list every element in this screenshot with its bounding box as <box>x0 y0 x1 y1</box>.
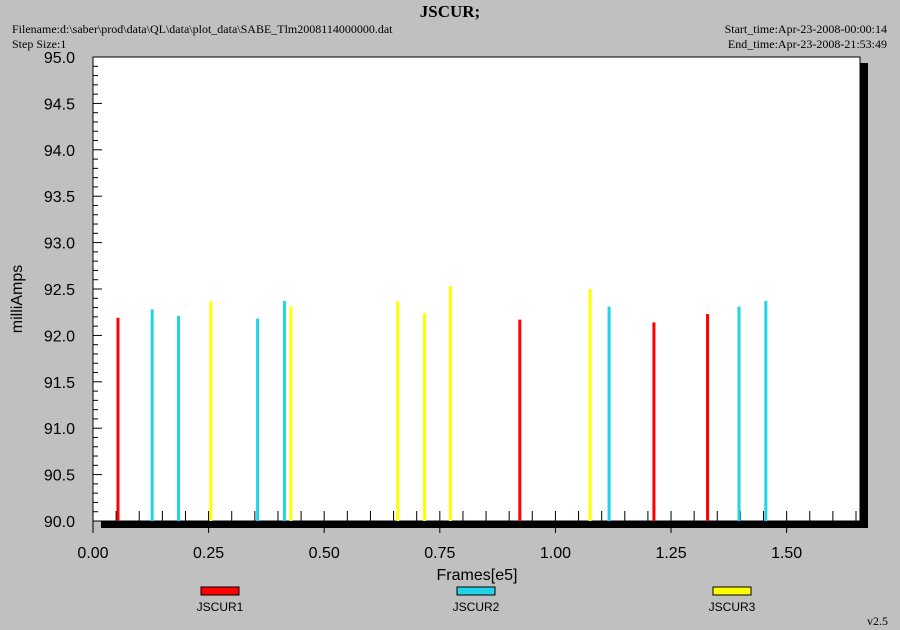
y-tick-label: 92.5 <box>44 282 75 299</box>
bar-jscur3 <box>423 313 427 521</box>
x-tick-label: 0.75 <box>424 545 455 562</box>
bar-jscur3 <box>209 301 213 521</box>
legend-label-jscur3: JSCUR3 <box>709 600 756 614</box>
bar-jscur2 <box>607 306 611 521</box>
bar-jscur1 <box>116 317 120 521</box>
legend-label-jscur1: JSCUR1 <box>197 600 244 614</box>
y-tick-label: 91.5 <box>44 375 75 392</box>
bar-jscur1 <box>706 314 710 521</box>
filename-label: Filename:d:\saber\prod\data\QL\data\plot… <box>12 22 393 36</box>
legend-swatch-jscur2 <box>456 586 496 596</box>
x-tick-label: 0.25 <box>193 545 224 562</box>
y-tick-label: 94.0 <box>44 143 75 160</box>
bar-jscur3 <box>396 301 400 521</box>
y-axis-ticks <box>93 56 102 522</box>
chart-title: JSCUR; <box>419 2 481 21</box>
bar-jscur2 <box>764 301 768 521</box>
x-tick-label: 0.00 <box>77 545 108 562</box>
legend: JSCUR1 JSCUR2 JSCUR3 <box>197 586 756 614</box>
y-axis-label: milliAmps <box>9 265 26 333</box>
y-tick-label: 91.0 <box>44 421 75 438</box>
data-bars <box>116 286 768 521</box>
bar-jscur2 <box>177 315 181 521</box>
step-size-label: Step Size:1 <box>12 37 67 51</box>
end-time-label: End_time:Apr-23-2008-21:53:49 <box>727 37 887 51</box>
x-tick-label: 0.50 <box>309 545 340 562</box>
bar-jscur3 <box>448 286 452 521</box>
x-axis-tick-labels: 0.00 0.25 0.50 0.75 1.00 1.25 1.50 <box>77 521 802 562</box>
bar-jscur3 <box>588 289 592 521</box>
legend-swatch-jscur3 <box>712 586 752 596</box>
bar-jscur1 <box>518 319 522 521</box>
y-tick-label: 95.0 <box>44 50 75 67</box>
start-time-label: Start_time:Apr-23-2008-00:00:14 <box>724 22 887 36</box>
y-tick-label: 90.0 <box>44 514 75 531</box>
y-tick-label: 93.0 <box>44 236 75 253</box>
bar-jscur1 <box>652 322 656 521</box>
plot-area <box>92 56 861 522</box>
y-tick-label: 93.5 <box>44 189 75 206</box>
y-tick-label: 94.5 <box>44 96 75 113</box>
bar-jscur2 <box>282 301 286 521</box>
x-tick-label: 1.25 <box>655 545 686 562</box>
bar-jscur3 <box>289 306 293 521</box>
x-tick-label: 1.50 <box>771 545 802 562</box>
legend-label-jscur2: JSCUR2 <box>453 600 500 614</box>
y-tick-label: 92.0 <box>44 328 75 345</box>
x-tick-label: 1.00 <box>540 545 571 562</box>
version-label: v2.5 <box>867 614 888 628</box>
y-tick-label: 90.5 <box>44 468 75 485</box>
x-axis-label: Frames[e5] <box>437 567 518 584</box>
bar-jscur2 <box>737 306 741 521</box>
bar-jscur2 <box>256 318 260 521</box>
bar-jscur2 <box>150 309 154 521</box>
y-axis-tick-labels: 90.0 90.5 91.0 91.5 92.0 92.5 93.0 93.5 94.0 94.5… <box>44 50 75 531</box>
legend-swatch-jscur1 <box>200 586 240 596</box>
